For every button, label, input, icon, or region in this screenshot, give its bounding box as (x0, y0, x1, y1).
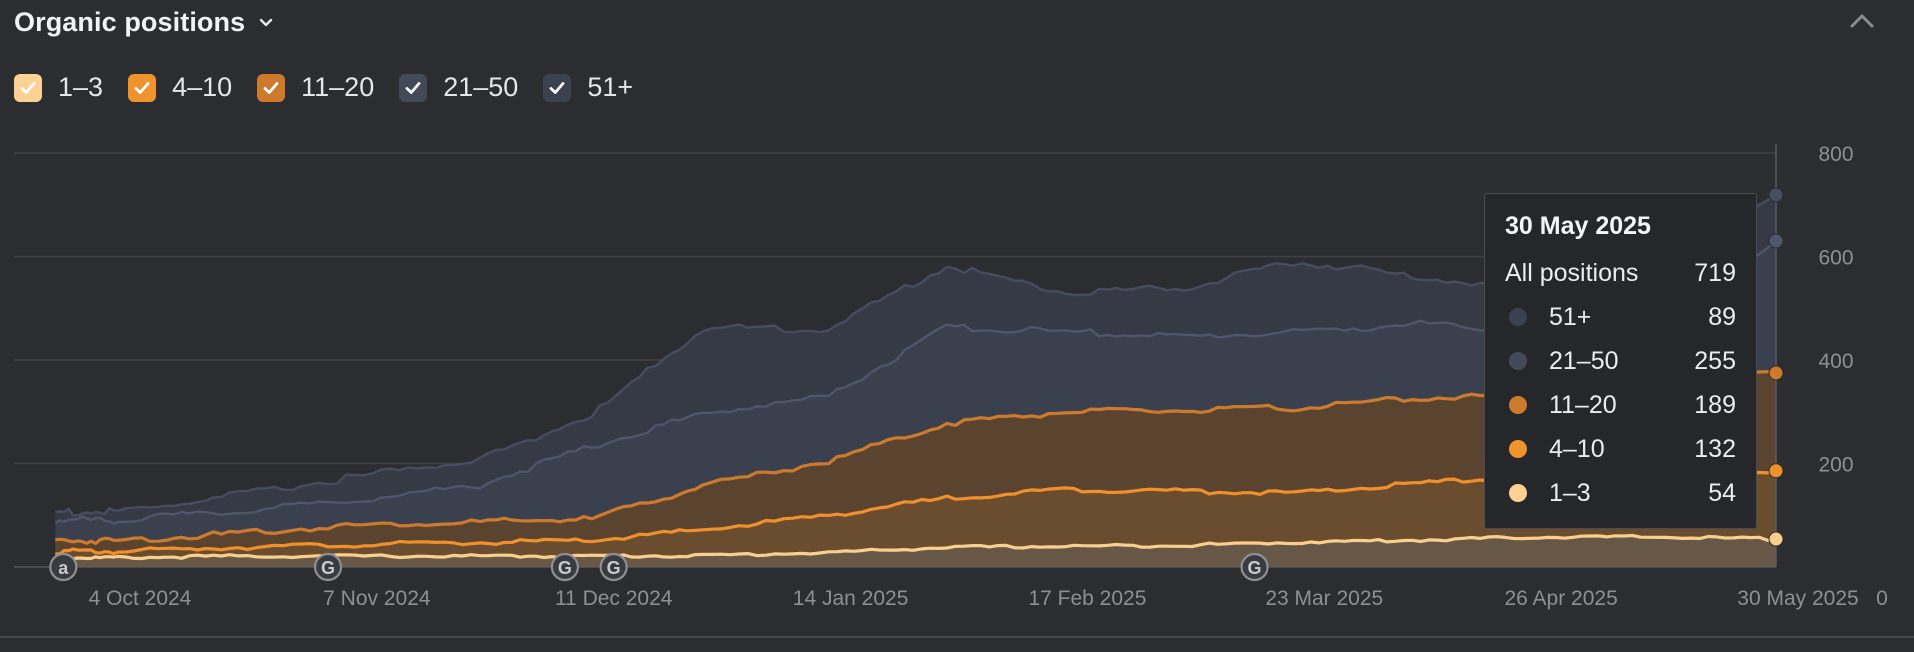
tooltip-date: 30 May 2025 (1505, 212, 1651, 240)
event-marker-label: G (321, 558, 335, 578)
tooltip-series-value: 189 (1694, 390, 1736, 419)
x-tick-label: 4 Oct 2024 (89, 587, 192, 610)
chevron-up-icon (1850, 14, 1874, 28)
x-tick-label: 14 Jan 2025 (793, 587, 909, 610)
legend-label: 1–3 (58, 72, 104, 102)
legend-item-1-3[interactable]: 1–3 (14, 72, 103, 103)
legend-item-51-plus[interactable]: 51+ (543, 72, 633, 103)
google-update-icon[interactable] (550, 552, 579, 582)
area-2150-fill (55, 241, 1776, 544)
checkbox-checked-icon[interactable] (543, 73, 572, 102)
collapse-button[interactable] (1844, 6, 1880, 36)
chart-tooltip: 30 May 2025 All positions 719 51+ 89 21–… (1484, 193, 1757, 529)
event-marker-label: a (58, 558, 69, 578)
page-title: Organic positions (14, 6, 246, 37)
tooltip-total-value: 719 (1694, 258, 1736, 287)
tooltip-row-51-plus: 51+ 89 (1505, 295, 1736, 339)
area-1120-fill (55, 371, 1776, 554)
area-410-fill (55, 470, 1776, 559)
event-marker-label: G (607, 558, 621, 578)
hover-point (1768, 531, 1784, 547)
series-line (54, 240, 1777, 525)
legend-label: 51+ (587, 72, 634, 102)
x-tick-label: 7 Nov 2024 (323, 587, 431, 610)
event-marker-label: G (1248, 558, 1262, 578)
legend-label: 21–50 (443, 72, 519, 102)
tooltip-row-11-20: 11–20 189 (1505, 383, 1736, 427)
tooltip-total-label: All positions (1505, 258, 1639, 287)
series-line (55, 469, 1777, 556)
x-tick-label: 23 Mar 2025 (1265, 587, 1383, 610)
widget-header: Organic positions (14, 4, 277, 40)
series-dot-icon (1509, 308, 1527, 326)
series-line (55, 193, 1777, 517)
divider (0, 636, 1914, 638)
hover-point (1768, 233, 1784, 249)
google-update-icon[interactable] (599, 552, 628, 582)
y-tick-label: 0 (1876, 587, 1888, 610)
tooltip-total-row: All positions 719 (1505, 251, 1736, 295)
organic-positions-chart[interactable]: 0 200 400 600 800 4 Oct 2024 7 Nov 2024 11 Dec … (0, 140, 1914, 636)
tooltip-row-1-3: 1–3 54 (1505, 471, 1736, 515)
hover-point (1768, 365, 1784, 381)
series-dot-icon (1509, 440, 1527, 458)
tooltip-row-21-50: 21–50 255 (1505, 339, 1736, 383)
checkbox-checked-icon[interactable] (399, 73, 428, 102)
series-line (55, 533, 1777, 561)
y-tick-label: 800 (1818, 143, 1853, 166)
y-tick-label: 400 (1818, 350, 1853, 373)
tooltip-series-name: 51+ (1549, 302, 1592, 331)
checkbox-checked-icon[interactable] (14, 73, 42, 102)
annotation-icon[interactable] (49, 552, 78, 582)
series-legend: 1–3 4–10 11–20 21–50 51+ (14, 72, 658, 103)
tooltip-row-4-10: 4–10 132 (1505, 427, 1736, 471)
tooltip-series-value: 255 (1694, 346, 1736, 375)
series-line (55, 370, 1777, 546)
hover-point (1768, 463, 1784, 479)
legend-item-4-10[interactable]: 4–10 (128, 72, 232, 103)
series-dot-icon (1509, 484, 1527, 502)
legend-label: 11–20 (301, 72, 375, 102)
legend-label: 4–10 (172, 72, 233, 102)
google-update-icon[interactable] (313, 552, 343, 582)
series-dot-icon (1509, 352, 1527, 370)
chevron-down-icon[interactable] (255, 11, 277, 33)
checkbox-checked-icon[interactable] (128, 73, 157, 102)
event-marker-label: G (558, 558, 572, 578)
tooltip-series-value: 89 (1708, 302, 1736, 331)
x-tick-label: 11 Dec 2024 (555, 587, 673, 610)
checkbox-checked-icon[interactable] (257, 73, 286, 102)
tooltip-series-value: 54 (1708, 478, 1736, 507)
legend-item-11-20[interactable]: 11–20 (257, 72, 374, 103)
hover-point (1768, 187, 1784, 203)
y-tick-label: 200 (1818, 454, 1853, 477)
legend-item-21-50[interactable]: 21–50 (399, 72, 518, 103)
tooltip-series-name: 21–50 (1549, 346, 1619, 375)
tooltip-series-name: 11–20 (1549, 390, 1617, 419)
series-dot-icon (1509, 396, 1527, 414)
x-tick-label: 17 Feb 2025 (1028, 587, 1146, 610)
tooltip-series-name: 4–10 (1549, 434, 1605, 463)
tooltip-series-value: 132 (1694, 434, 1736, 463)
area-51+-fill (55, 194, 1776, 524)
x-tick-label: 26 Apr 2025 (1505, 587, 1618, 610)
y-tick-label: 600 (1818, 247, 1853, 270)
google-update-icon[interactable] (1240, 552, 1269, 582)
tooltip-series-name: 1–3 (1549, 478, 1591, 507)
x-tick-label: 30 May 2025 (1737, 587, 1858, 610)
